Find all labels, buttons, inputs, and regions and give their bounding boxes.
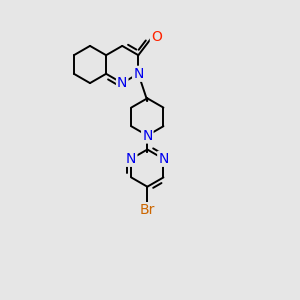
- Text: N: N: [117, 76, 128, 90]
- Text: N: N: [142, 128, 152, 142]
- Text: N: N: [158, 152, 169, 166]
- Text: O: O: [151, 30, 162, 44]
- Text: Br: Br: [140, 203, 155, 217]
- Text: N: N: [126, 152, 136, 166]
- Text: N: N: [133, 67, 143, 81]
